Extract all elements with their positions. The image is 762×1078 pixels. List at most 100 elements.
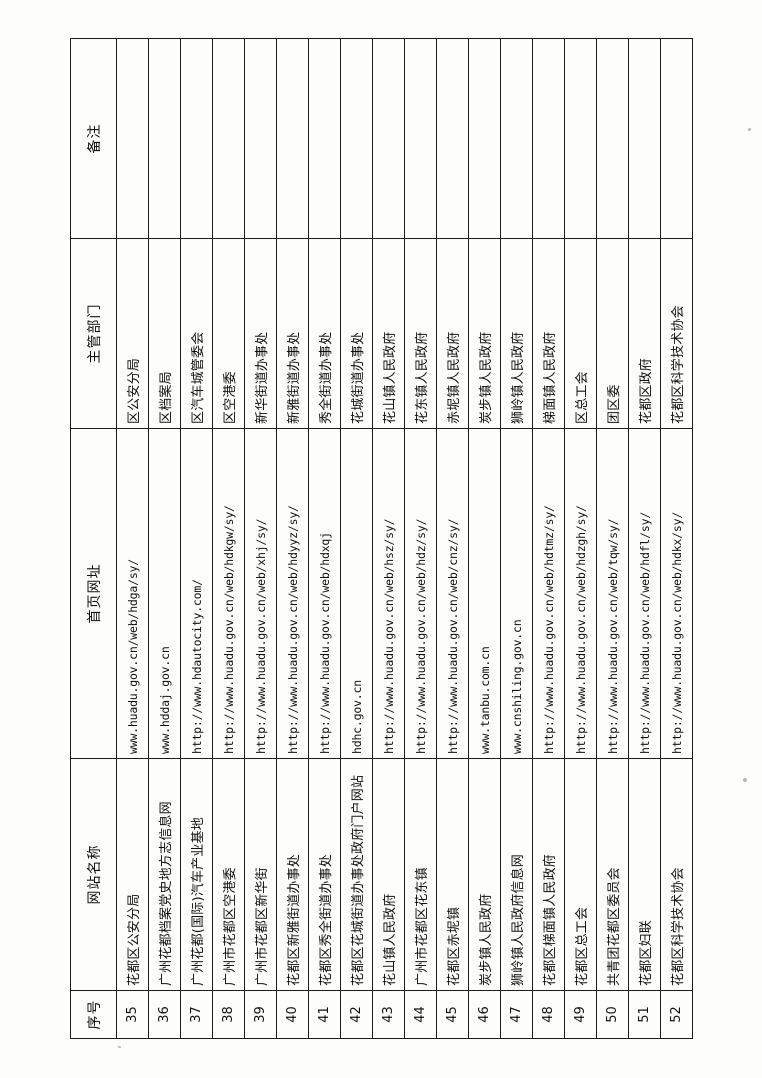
cell-seq: 49	[564, 990, 597, 1039]
cell-name: 广州花都档案党史地方志信息网	[148, 758, 181, 991]
cell-name: 花都区新雅街道办事处	[276, 758, 309, 991]
cell-note	[628, 38, 661, 239]
cell-name: 花都区赤坭镇	[436, 758, 469, 991]
cell-name: 花都区秀全街道办事处	[308, 758, 341, 991]
table-row: 42 花都区花城街道办事处政府门户网站 hdhc.gov.cn 花城街道办事处	[340, 38, 373, 1039]
cell-name: 狮岭镇人民政府信息网	[500, 758, 533, 991]
cell-dept: 狮岭镇人民政府	[500, 238, 533, 429]
cell-seq: 36	[148, 990, 181, 1039]
table-row: 46 炭步镇人民政府 www.tanbu.com.cn 炭步镇人民政府	[468, 38, 501, 1039]
cell-name: 花都区梯面镇人民政府	[532, 758, 565, 991]
cell-url: http://www.huadu.gov.cn/web/hdkgw/sy/	[212, 428, 245, 759]
scan-speck	[743, 778, 747, 782]
table-row: 38 广州市花都区空港委 http://www.huadu.gov.cn/web/h…	[212, 38, 245, 1039]
table-row: 37 广州花都(国际)汽车产业基地 http://www.hdautocity.co…	[180, 38, 213, 1039]
cell-url: http://www.huadu.gov.cn/web/hdfl/sy/	[628, 428, 661, 759]
table-row: 48 花都区梯面镇人民政府 http://www.huadu.gov.cn/web/…	[532, 38, 565, 1039]
cell-dept: 秀全街道办事处	[308, 238, 341, 429]
cell-dept: 赤坭镇人民政府	[436, 238, 469, 429]
cell-url: http://www.huadu.gov.cn/web/hdzgh/sy/	[564, 428, 597, 759]
scan-speck	[118, 1046, 121, 1048]
cell-name: 花都区公安分局	[116, 758, 149, 991]
cell-dept: 新雅街道办事处	[276, 238, 309, 429]
cell-url: www.huadu.gov.cn/web/hdga/sy/	[116, 428, 149, 759]
website-directory-table: 序号 网站名称 首页网址 主管部门 备注 35 花都区公安分局 www.huadu.…	[70, 38, 693, 1039]
cell-seq: 40	[276, 990, 309, 1039]
cell-seq: 45	[436, 990, 469, 1039]
cell-name: 花山镇人民政府	[372, 758, 405, 991]
cell-url: http://www.huadu.gov.cn/web/hdkx/sy/	[660, 428, 693, 759]
cell-name: 广州市花都区花东镇	[404, 758, 437, 991]
cell-seq: 43	[372, 990, 405, 1039]
cell-seq: 37	[180, 990, 213, 1039]
cell-dept: 区空港委	[212, 238, 245, 429]
column-header-url: 首页网址	[70, 428, 117, 759]
cell-dept: 区公安分局	[116, 238, 149, 429]
cell-url: hdhc.gov.cn	[340, 428, 373, 759]
cell-dept: 新华街道办事处	[244, 238, 277, 429]
cell-url: http://www.huadu.gov.cn/web/xhj/sy/	[244, 428, 277, 759]
cell-dept: 花城街道办事处	[340, 238, 373, 429]
cell-dept: 花都区科学技术协会	[660, 238, 693, 429]
table-body: 35 花都区公安分局 www.huadu.gov.cn/web/hdga/sy/区公…	[116, 38, 693, 1039]
cell-seq: 51	[628, 990, 661, 1039]
cell-note	[436, 38, 469, 239]
column-header-note: 备注	[70, 38, 117, 239]
rotated-table-container: 序号 网站名称 首页网址 主管部门 备注 35 花都区公安分局 www.huadu.…	[70, 38, 693, 1039]
cell-seq: 41	[308, 990, 341, 1039]
cell-url: www.hddaj.gov.cn	[148, 428, 181, 759]
cell-url: www.cnshiling.gov.cn	[500, 428, 533, 759]
cell-url: http://www.huadu.gov.cn/web/hdxqj	[308, 428, 341, 759]
column-header-dept: 主管部门	[70, 238, 117, 429]
table-row: 36 广州花都档案党史地方志信息网 www.hddaj.gov.cn 区档案局	[148, 38, 181, 1039]
cell-note	[564, 38, 597, 239]
cell-seq: 52	[660, 990, 693, 1039]
cell-dept: 炭步镇人民政府	[468, 238, 501, 429]
cell-dept: 梯面镇人民政府	[532, 238, 565, 429]
cell-note	[532, 38, 565, 239]
column-header-seq: 序号	[70, 990, 117, 1039]
table-row: 49 花都区总工会 http://www.huadu.gov.cn/web/hdzg…	[564, 38, 597, 1039]
cell-note	[468, 38, 501, 239]
cell-note	[500, 38, 533, 239]
table-row: 50 共青团花都区委员会 http://www.huadu.gov.cn/web/t…	[596, 38, 629, 1039]
table-row: 45 花都区赤坭镇 http://www.huadu.gov.cn/web/cnz/…	[436, 38, 469, 1039]
cell-note	[308, 38, 341, 239]
cell-seq: 46	[468, 990, 501, 1039]
cell-note	[116, 38, 149, 239]
table-header-row: 序号 网站名称 首页网址 主管部门 备注	[70, 38, 117, 1039]
cell-dept: 区汽车城管委会	[180, 238, 213, 429]
cell-url: www.tanbu.com.cn	[468, 428, 501, 759]
cell-url: http://www.huadu.gov.cn/web/hdz/sy/	[404, 428, 437, 759]
table-row: 43 花山镇人民政府 http://www.huadu.gov.cn/web/hsz…	[372, 38, 405, 1039]
scan-speck	[748, 128, 751, 131]
cell-seq: 35	[116, 990, 149, 1039]
cell-note	[212, 38, 245, 239]
cell-dept: 区总工会	[564, 238, 597, 429]
cell-seq: 39	[244, 990, 277, 1039]
cell-note	[596, 38, 629, 239]
cell-note	[340, 38, 373, 239]
cell-url: http://www.huadu.gov.cn/web/hdtmz/sy/	[532, 428, 565, 759]
cell-url: http://www.huadu.gov.cn/web/hsz/sy/	[372, 428, 405, 759]
table-row: 39 广州市花都区新华街 http://www.huadu.gov.cn/web/x…	[244, 38, 277, 1039]
cell-name: 花都区总工会	[564, 758, 597, 991]
cell-note	[148, 38, 181, 239]
cell-seq: 42	[340, 990, 373, 1039]
cell-note	[180, 38, 213, 239]
cell-name: 花都区妇联	[628, 758, 661, 991]
cell-url: http://www.huadu.gov.cn/web/tqw/sy/	[596, 428, 629, 759]
cell-note	[244, 38, 277, 239]
cell-seq: 48	[532, 990, 565, 1039]
cell-seq: 47	[500, 990, 533, 1039]
table-row: 44 广州市花都区花东镇 http://www.huadu.gov.cn/web/h…	[404, 38, 437, 1039]
cell-url: http://www.huadu.gov.cn/web/hdyyz/sy/	[276, 428, 309, 759]
cell-note	[660, 38, 693, 239]
cell-dept: 团区委	[596, 238, 629, 429]
cell-seq: 50	[596, 990, 629, 1039]
cell-url: http://www.hdautocity.com/	[180, 428, 213, 759]
table-row: 40 花都区新雅街道办事处 http://www.huadu.gov.cn/web/…	[276, 38, 309, 1039]
cell-dept: 花东镇人民政府	[404, 238, 437, 429]
table-row: 51 花都区妇联 http://www.huadu.gov.cn/web/hdfl/…	[628, 38, 661, 1039]
cell-name: 广州花都(国际)汽车产业基地	[180, 758, 213, 991]
